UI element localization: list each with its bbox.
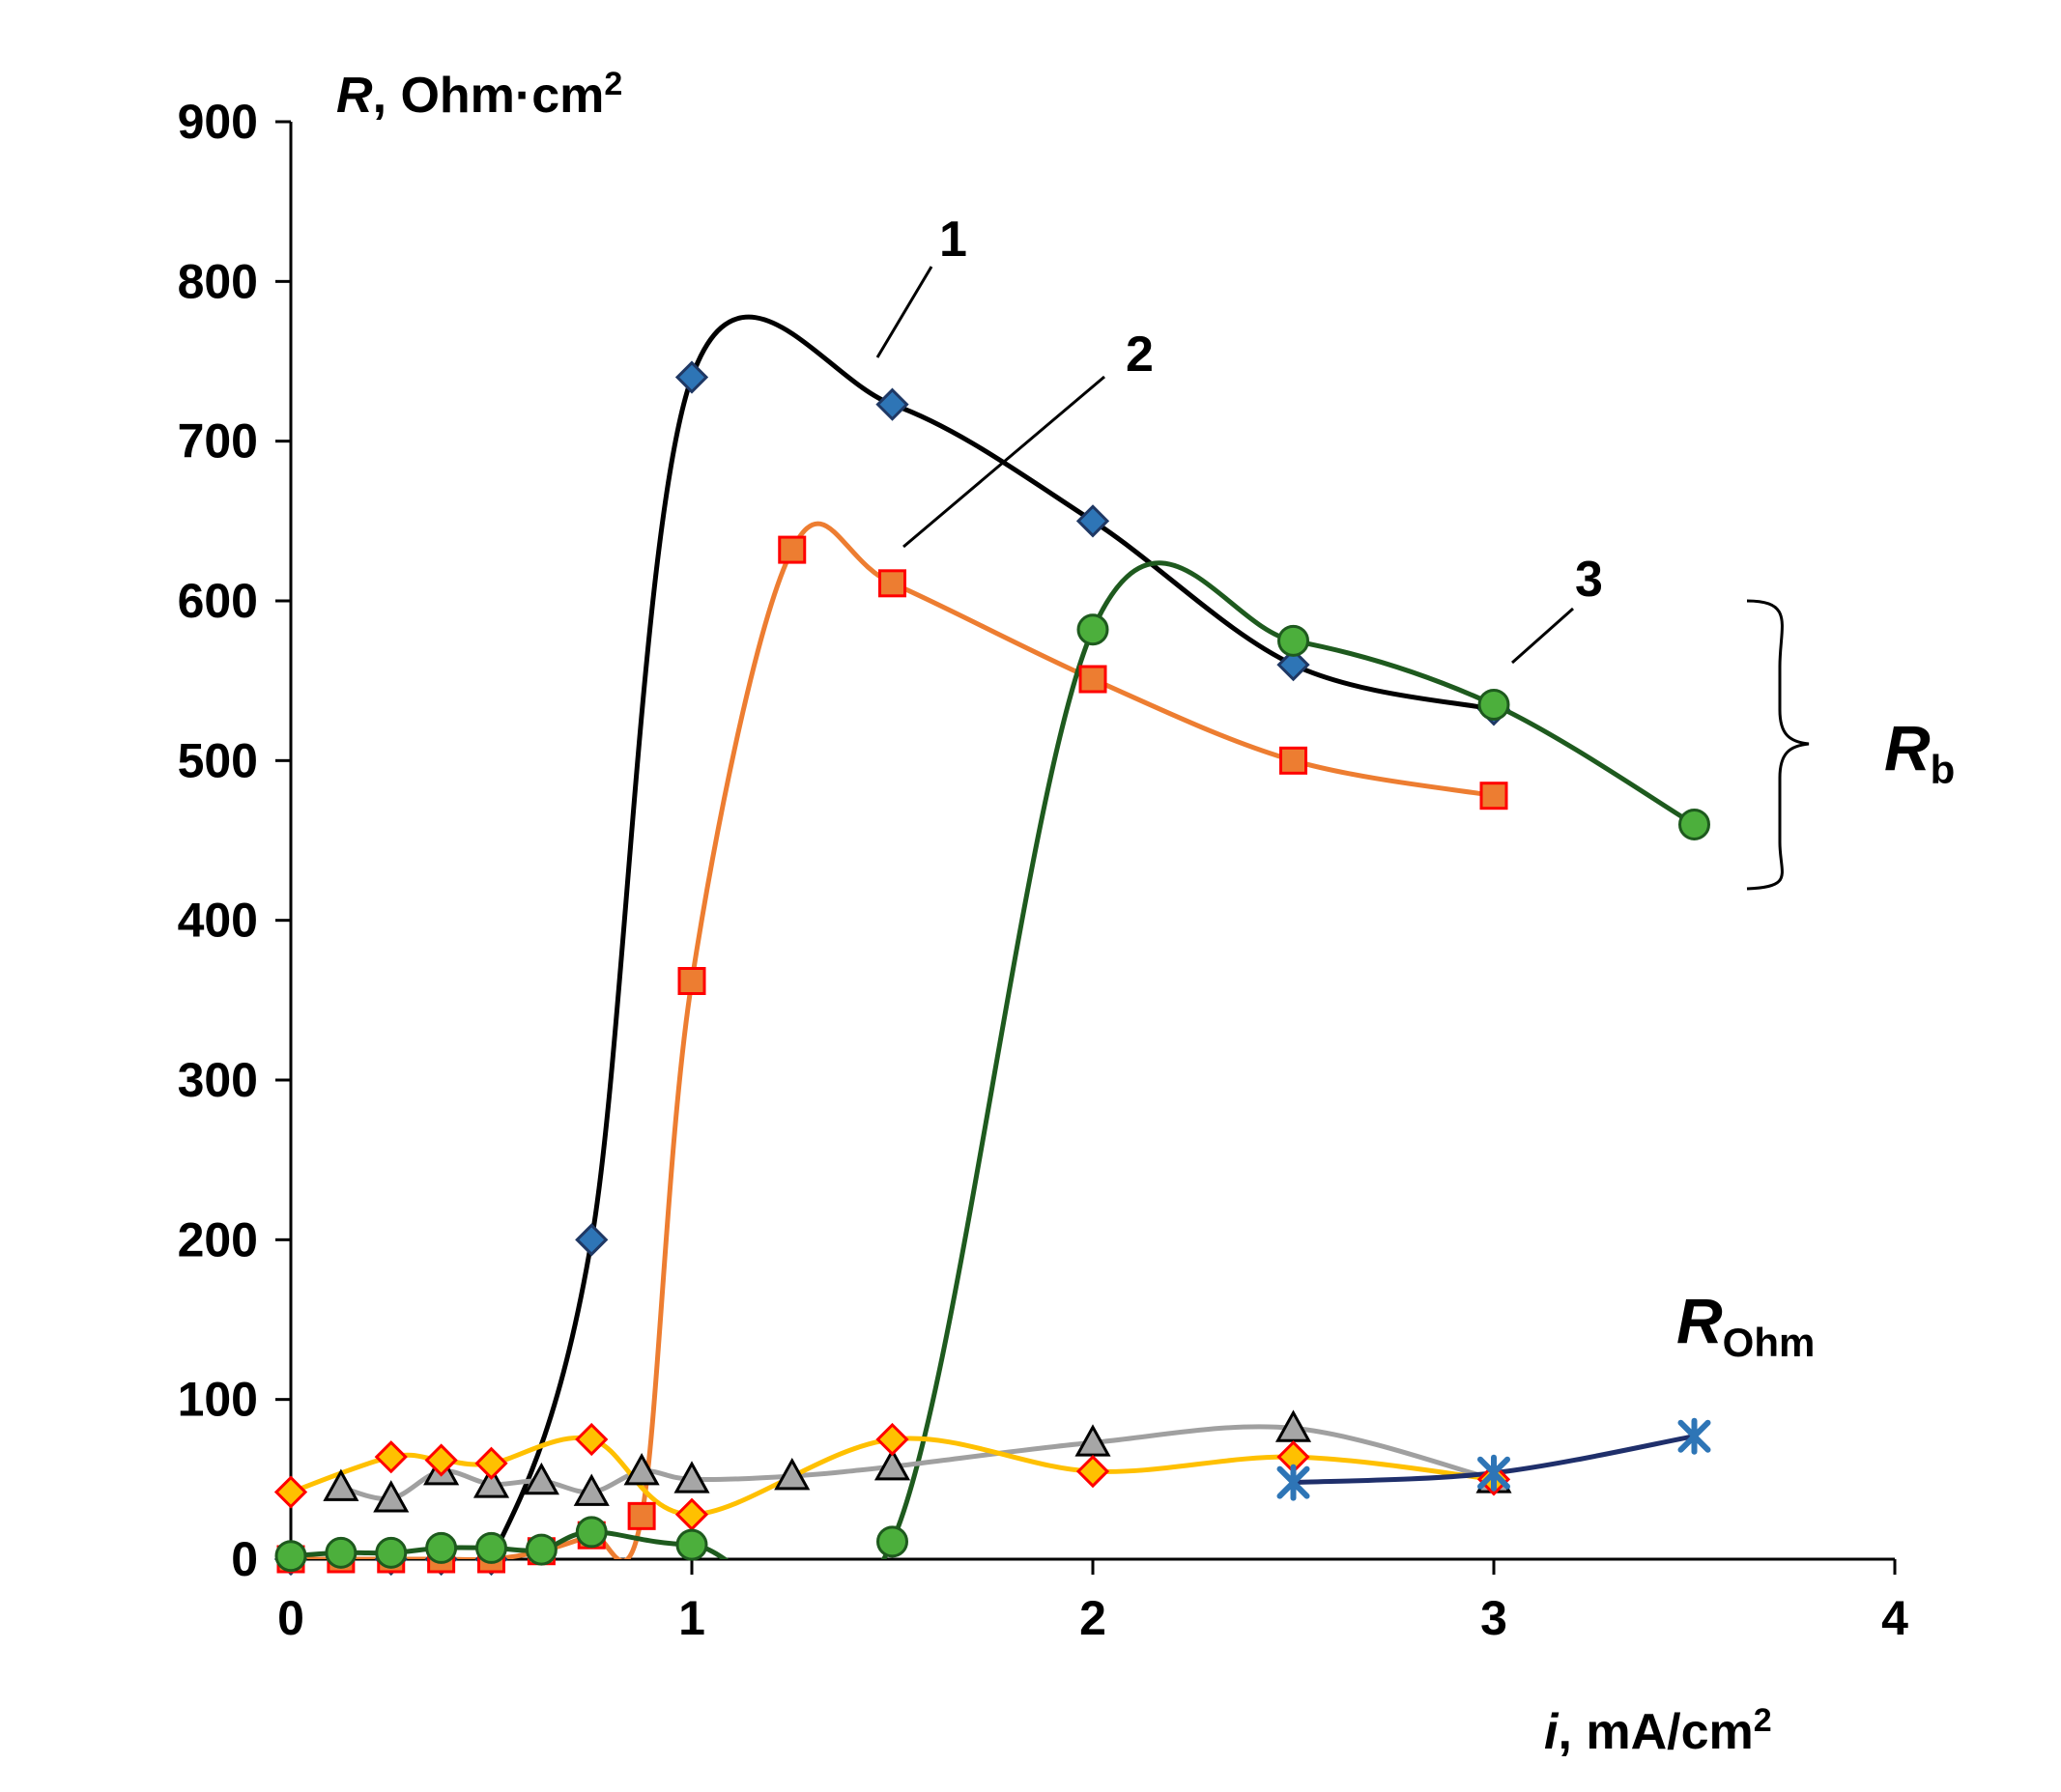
data-point-ROhm-1 [623, 1452, 660, 1486]
y-tick-label: 800 [178, 254, 258, 308]
x-axis-label: i, mA/cm2 [1544, 1702, 1772, 1760]
y-axis-label: R, Ohm·cm2 [336, 66, 622, 124]
data-point-Rb-1 [674, 360, 709, 394]
x-tick-label: 0 [277, 1591, 304, 1645]
y-tick-label: 400 [178, 894, 258, 948]
data-point-ROhm-2 [474, 1446, 508, 1480]
data-point-ROhm-2 [1075, 1454, 1110, 1489]
y-axis-var: R [336, 68, 373, 124]
x-tick-label: 3 [1480, 1591, 1507, 1645]
curve-label-3: 3 [1575, 552, 1603, 608]
data-point-Rb-3 [325, 1536, 358, 1569]
x-tick-label: 1 [678, 1591, 705, 1645]
data-point-Rb-3 [274, 1540, 307, 1573]
data-point-Rb-1 [575, 1223, 609, 1257]
curve-label-1-leader [875, 266, 933, 358]
rb-brace [1746, 599, 1810, 891]
data-point-Rb-2 [1279, 746, 1307, 775]
data-point-ROhm-1 [673, 1461, 710, 1493]
data-point-Rb-1 [1276, 648, 1310, 682]
data-point-ROhm-2 [575, 1422, 609, 1457]
data-point-ROhm-2 [374, 1440, 408, 1474]
rohm-group-label-main: R [1676, 1285, 1723, 1356]
curves-layer [291, 314, 1696, 1559]
data-point-ROhm-1 [873, 1448, 911, 1481]
axes-layer: 0 100 200 300 400 500 600 700 800 900 0 1 2 3 4 [178, 95, 1909, 1645]
data-point-Rb-3 [425, 1531, 458, 1564]
x-axis-unit-sup: 2 [1754, 1702, 1772, 1739]
data-point-Rb-3 [525, 1533, 558, 1566]
rb-group-label-main: R [1884, 712, 1931, 783]
data-point-Rb-3 [675, 1528, 708, 1561]
data-point-ROhm-3 [1276, 1464, 1310, 1501]
x-tick-label: 2 [1079, 1591, 1106, 1645]
data-point-ROhm-2 [875, 1422, 909, 1457]
data-point-Rb-3 [1277, 624, 1309, 657]
data-point-ROhm-1 [373, 1480, 410, 1513]
data-point-Rb-2 [1479, 782, 1508, 811]
rb-group-label: Rb [1884, 712, 1955, 792]
markers-layer [273, 360, 1711, 1577]
curve-label-2: 2 [1126, 327, 1154, 383]
curve-label-2-leader [902, 375, 1105, 549]
curve-label-3-leader [1511, 607, 1574, 665]
y-tick-label: 700 [178, 414, 258, 469]
y-axis-unit: , Ohm·cm [373, 68, 605, 124]
data-point-ROhm-1 [774, 1457, 811, 1491]
data-point-ROhm-3 [1477, 1454, 1510, 1492]
data-point-Rb-2 [1078, 665, 1107, 694]
y-tick-label: 900 [178, 95, 258, 149]
data-point-ROhm-3 [1677, 1417, 1711, 1455]
series-line-ROhm-1 [340, 1424, 1495, 1502]
data-point-Rb-1 [875, 387, 909, 421]
data-point-ROhm-1 [472, 1465, 510, 1498]
y-tick-label: 300 [178, 1053, 258, 1107]
y-tick-label: 200 [178, 1212, 258, 1266]
y-tick-label: 600 [178, 574, 258, 628]
rb-group-label-sub: b [1931, 747, 1956, 792]
rohm-group-label-sub: Ohm [1723, 1320, 1816, 1365]
data-point-Rb-2 [778, 535, 807, 564]
x-tick-label: 4 [1881, 1591, 1908, 1645]
data-point-ROhm-2 [273, 1475, 308, 1509]
curve-label-1: 1 [939, 212, 967, 268]
data-point-ROhm-2 [424, 1443, 458, 1477]
data-point-Rb-2 [878, 569, 906, 598]
data-point-Rb-3 [375, 1536, 408, 1569]
data-point-Rb-2 [627, 1501, 656, 1530]
y-tick-label: 500 [178, 733, 258, 787]
y-tick-label: 0 [231, 1532, 258, 1586]
data-point-Rb-3 [575, 1516, 608, 1549]
data-point-Rb-3 [475, 1531, 507, 1564]
y-tick-label: 100 [178, 1373, 258, 1427]
series-line-Rb-2 [291, 521, 1495, 1559]
rohm-group-label: ROhm [1676, 1285, 1815, 1365]
data-point-Rb-3 [1678, 808, 1710, 840]
data-point-ROhm-1 [573, 1473, 610, 1506]
data-point-ROhm-2 [674, 1497, 709, 1531]
data-point-ROhm-1 [523, 1462, 559, 1495]
data-point-Rb-2 [677, 966, 706, 995]
x-axis-unit: , mA/cm [1558, 1704, 1753, 1760]
x-axis-var: i [1544, 1704, 1560, 1760]
y-axis-unit-sup: 2 [604, 66, 622, 102]
data-point-Rb-3 [1076, 613, 1109, 646]
data-point-ROhm-1 [323, 1468, 359, 1501]
data-point-Rb-1 [1075, 504, 1110, 538]
data-point-Rb-3 [876, 1525, 908, 1558]
series-line-Rb-1 [291, 314, 1495, 1559]
data-point-Rb-3 [1477, 688, 1510, 721]
